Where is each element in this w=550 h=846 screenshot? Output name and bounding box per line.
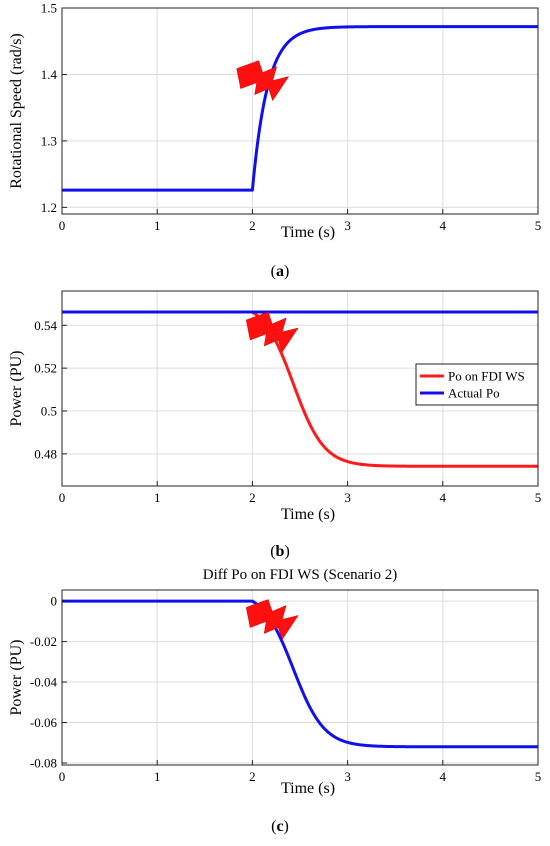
x-tick-label: 1 [154,218,161,233]
x-tick-label: 4 [440,218,447,233]
x-tick-label: 2 [249,490,256,505]
x-tick-label: 3 [344,769,351,784]
x-tick-label: 0 [59,490,66,505]
x-tick-label: 1 [154,490,161,505]
fault-lightning-icon [245,311,299,353]
y-axis-label: Power (PU) [8,640,25,716]
y-tick-label: -0.02 [30,634,57,649]
x-tick-label: 4 [440,769,447,784]
y-axis-label: Power (PU) [8,351,25,427]
y-tick-label: -0.04 [30,675,58,690]
x-tick-label: 4 [440,490,447,505]
chart-panel-a: 0 1 2 3 4 5 1.2 1.3 1.4 1.5 Time (s) Rotational Spe… [8,1,541,242]
panel-label: (c) [271,818,289,835]
y-axis-label: Rotational Speed (rad/s) [8,33,25,189]
y-tick-label: 1.2 [41,200,57,215]
y-tick-label: 0.5 [41,404,57,419]
axes-frame [61,589,539,766]
x-tick-label: 5 [535,218,542,233]
chart-panel-c: 0 1 2 3 4 5 -0.08 -0.06 -0.04 -0.02 0 Time (s) Power… [8,567,541,797]
x-tick-label: 5 [535,490,542,505]
x-tick-label: 1 [154,769,161,784]
y-tick-label: 0 [51,594,58,609]
x-axis-label: Time (s) [281,224,335,241]
legend-box [415,363,539,406]
y-tick-label: 1.5 [41,1,57,16]
y-tick-label: -0.08 [30,755,57,770]
x-tick-label: 2 [249,218,256,233]
y-tick-label: 1.3 [41,133,57,148]
series-line-a-0 [61,25,539,192]
fault-lightning-icon [245,599,299,641]
chart-panel-b: 0 1 2 3 4 5 0.48 0.5 0.52 0.54 Time (s) Power (PU) P… [8,290,542,523]
x-tick-label: 2 [249,769,256,784]
chart-title: Diff Po on FDI WS (Scenario 2) [203,567,397,583]
plot-area [62,590,538,765]
x-tick-label: 3 [344,218,351,233]
legend: Po on FDI WS Actual Po [415,363,539,406]
panel-label: (b) [270,543,290,560]
x-tick-label: 0 [59,769,66,784]
y-tick-label: -0.06 [30,715,58,730]
legend-entry: Actual Po [448,386,500,401]
x-axis-label: Time (s) [281,506,335,523]
x-tick-label: 5 [535,769,542,784]
axes-frame [61,7,539,215]
legend-entry: Po on FDI WS [448,369,525,384]
series-line-c-0 [61,599,539,749]
plot-area [62,8,538,214]
x-tick-label: 3 [344,490,351,505]
x-axis-label: Time (s) [281,780,335,797]
y-tick-label: 1.4 [41,67,58,82]
y-tick-label: 0.48 [34,446,57,461]
y-tick-label: 0.54 [34,318,57,333]
x-tick-label: 0 [59,218,66,233]
y-tick-label: 0.52 [34,361,57,376]
fault-lightning-icon [236,60,290,102]
panel-label: (a) [271,263,290,280]
